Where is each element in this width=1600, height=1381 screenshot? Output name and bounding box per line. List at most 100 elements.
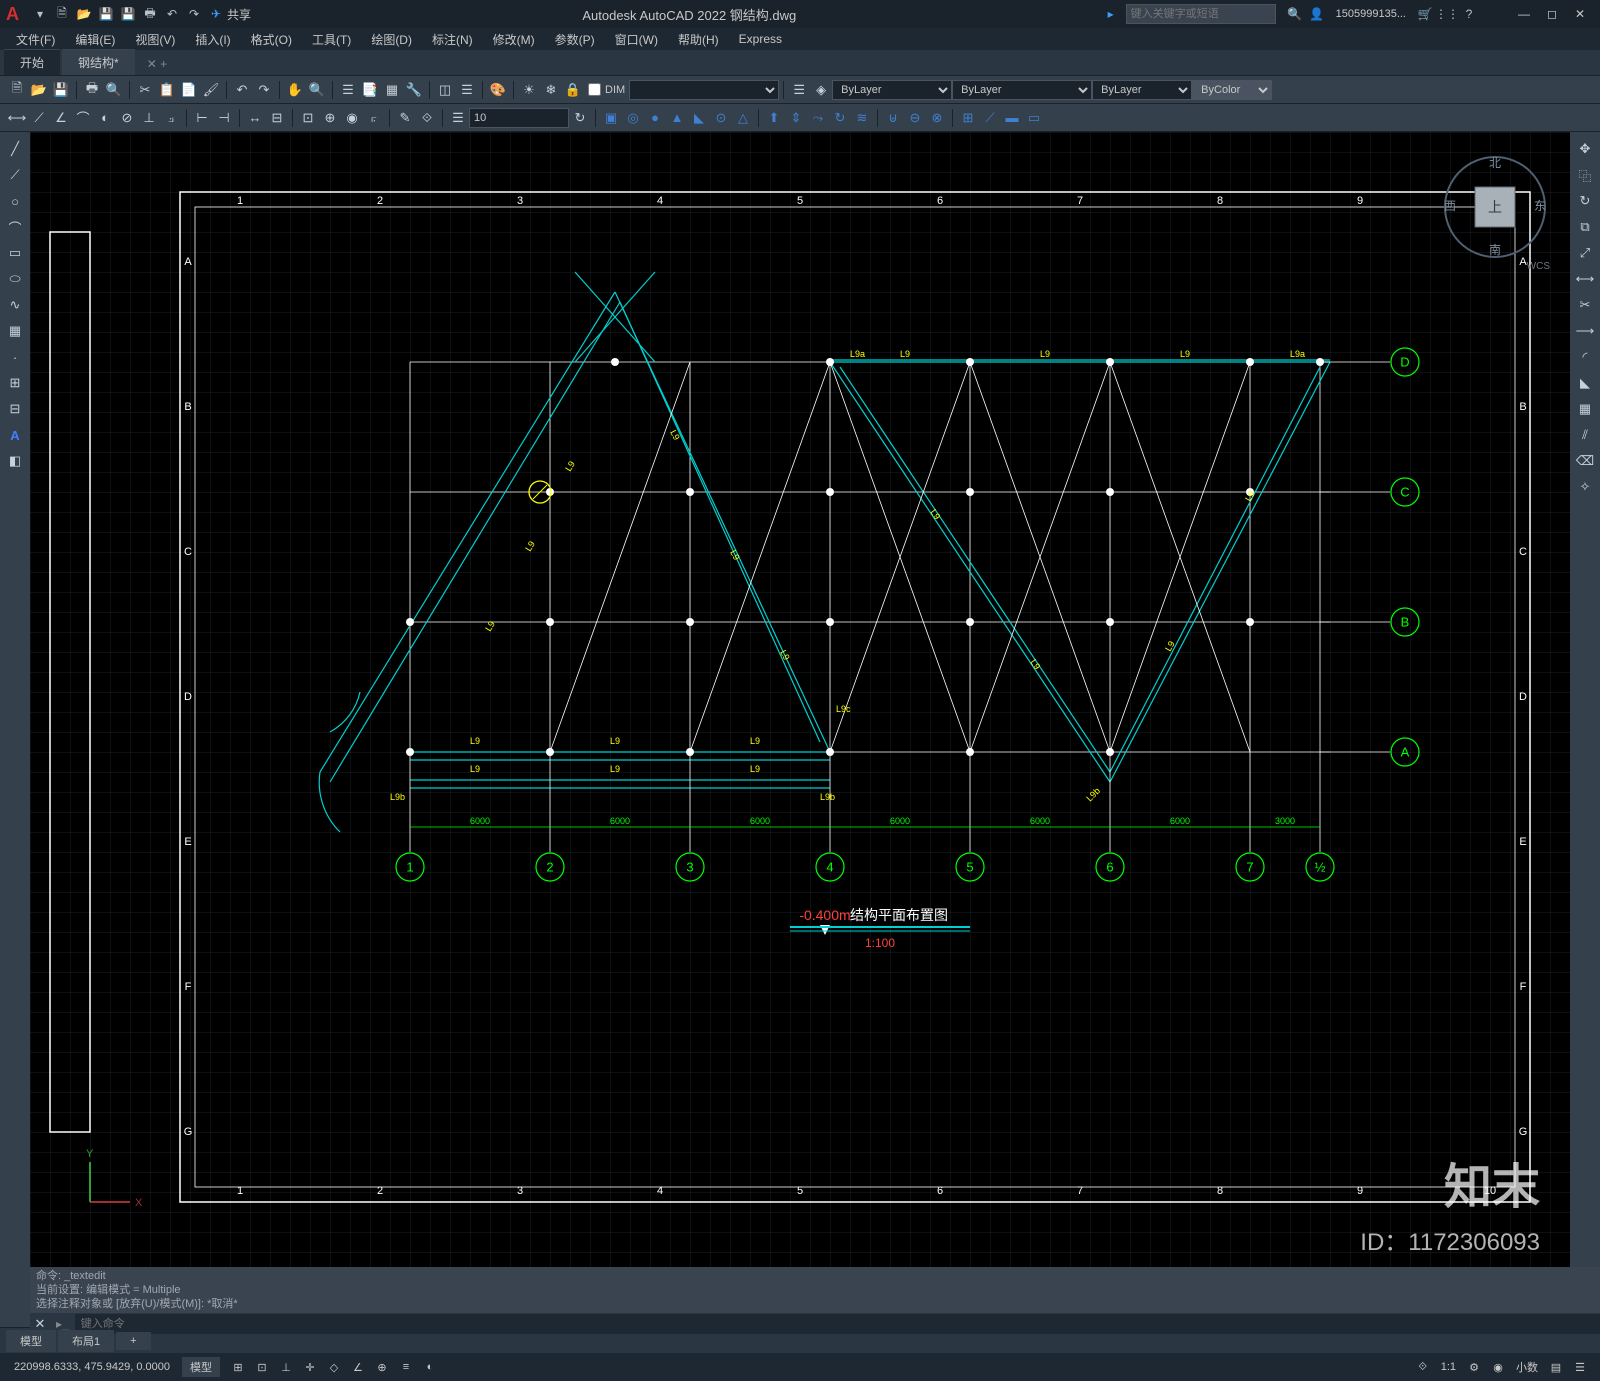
erase-icon[interactable]: ⌫ [1574, 450, 1596, 472]
menu-insert[interactable]: 插入(I) [185, 31, 240, 48]
array-icon[interactable]: ▦ [1574, 398, 1596, 420]
dim-break-icon[interactable]: ⊟ [267, 108, 287, 128]
menu-dimension[interactable]: 标注(N) [422, 31, 483, 48]
color-dropdown[interactable]: ByLayer [832, 80, 952, 100]
offset-icon[interactable]: ⫽ [1574, 424, 1596, 446]
layout-add[interactable]: + [116, 1332, 150, 1350]
layer-mgr-icon[interactable]: ☰ [789, 80, 809, 100]
revolve-icon[interactable]: ↻ [830, 108, 850, 128]
preview-icon[interactable]: 🔍 [104, 80, 124, 100]
scale-display[interactable]: 1:1 [1441, 1361, 1456, 1373]
open-doc-icon[interactable]: 📂 [29, 80, 49, 100]
hatch-icon[interactable]: ▦ [4, 320, 26, 342]
dimtedit-icon[interactable]: ⟐ [417, 108, 437, 128]
help-icon[interactable]: ? [1460, 5, 1478, 23]
dim-radius-icon[interactable]: ◐ [95, 108, 115, 128]
fillet-icon[interactable]: ◜ [1574, 346, 1596, 368]
spline-icon[interactable]: ∿ [4, 294, 26, 316]
arc-icon[interactable]: ⌒ [4, 216, 26, 238]
transparency-icon[interactable]: ◐ [420, 1357, 440, 1377]
viewcube[interactable]: 北 南 东 西 上 WCS [1440, 152, 1550, 262]
dim-diameter-icon[interactable]: ⊘ [117, 108, 137, 128]
share-icon[interactable]: ✈ [207, 5, 225, 23]
sheet-icon[interactable]: 📑 [360, 80, 380, 100]
account-name[interactable]: 1505999135... [1336, 8, 1406, 20]
dim-space-icon[interactable]: ↔ [245, 108, 265, 128]
units-display[interactable]: 小数 [1516, 1359, 1538, 1375]
explode-icon[interactable]: ✧ [1574, 476, 1596, 498]
imprint-icon[interactable]: ▭ [1024, 108, 1044, 128]
slice-icon[interactable]: ⟋ [980, 108, 1000, 128]
isolate-icon[interactable]: ◉ [1488, 1357, 1508, 1377]
stretch-icon[interactable]: ⟷ [1574, 268, 1596, 290]
dimedit-icon[interactable]: ✎ [395, 108, 415, 128]
point-icon[interactable]: · [4, 346, 26, 368]
3d-box-icon[interactable]: ▣ [601, 108, 621, 128]
modelspace-button[interactable]: 模型 [182, 1357, 220, 1377]
table-icon[interactable]: ⊟ [4, 398, 26, 420]
dim-scale-input[interactable] [469, 108, 569, 128]
snap-toggle-icon[interactable]: ⊡ [252, 1357, 272, 1377]
new-icon[interactable]: 🗎 [53, 5, 71, 23]
menu-format[interactable]: 格式(O) [241, 31, 302, 48]
customize-icon[interactable]: ☰ [1570, 1357, 1590, 1377]
dim-angular-icon[interactable]: ∠ [51, 108, 71, 128]
grid-toggle-icon[interactable]: ⊞ [228, 1357, 248, 1377]
lineweight-dropdown[interactable]: ByLayer [1092, 80, 1192, 100]
dim-aligned-icon[interactable]: ⟋ [29, 108, 49, 128]
style-update-icon[interactable]: ↻ [570, 108, 590, 128]
layer-iso-icon[interactable]: ◈ [811, 80, 831, 100]
app-switcher-icon[interactable]: ⋮⋮ [1438, 5, 1456, 23]
undo-icon[interactable]: ↶ [163, 5, 181, 23]
extrude-icon[interactable]: ⬆ [764, 108, 784, 128]
extend-icon[interactable]: ⟶ [1574, 320, 1596, 342]
zoom-icon[interactable]: 🔍 [307, 80, 327, 100]
polar-toggle-icon[interactable]: ✛ [300, 1357, 320, 1377]
copy-icon[interactable]: 📋 [157, 80, 177, 100]
dim-baseline-icon[interactable]: ⊢ [192, 108, 212, 128]
ellipse-icon[interactable]: ⬭ [4, 268, 26, 290]
tab-add[interactable]: ✕ + [137, 53, 177, 75]
dim-checkbox[interactable]: DIM [588, 83, 625, 96]
layer-icon[interactable]: ☰ [457, 80, 477, 100]
dyn-toggle-icon[interactable]: ⊕ [372, 1357, 392, 1377]
dim-jogged-icon[interactable]: ⟓ [161, 108, 181, 128]
block-insert-icon[interactable]: ⊞ [4, 372, 26, 394]
trim-icon[interactable]: ✂ [1574, 294, 1596, 316]
presspull-icon[interactable]: ⇕ [786, 108, 806, 128]
annotation-icon[interactable]: ⟐ [1413, 1357, 1433, 1377]
cart-icon[interactable]: 🛒 [1416, 5, 1434, 23]
dim-continue-icon[interactable]: ⊣ [214, 108, 234, 128]
app-logo[interactable]: A [6, 4, 19, 25]
maximize-button[interactable]: ◻ [1540, 4, 1564, 24]
save-icon[interactable]: 💾 [97, 5, 115, 23]
3d-pyramid-icon[interactable]: △ [733, 108, 753, 128]
pan-icon[interactable]: ✋ [285, 80, 305, 100]
region-icon[interactable]: ◧ [4, 450, 26, 472]
dimstyle-icon[interactable]: ☰ [448, 108, 468, 128]
line-icon[interactable]: ╱ [4, 138, 26, 160]
menu-draw[interactable]: 绘图(D) [361, 31, 422, 48]
menu-modify[interactable]: 修改(M) [483, 31, 545, 48]
close-button[interactable]: ✕ [1568, 4, 1592, 24]
union-icon[interactable]: ⊎ [883, 108, 903, 128]
section-icon[interactable]: ⊞ [958, 108, 978, 128]
scale-icon[interactable]: ⤢ [1574, 242, 1596, 264]
subtract-icon[interactable]: ⊖ [905, 108, 925, 128]
osnap-toggle-icon[interactable]: ◇ [324, 1357, 344, 1377]
layer-state-icon[interactable]: ☀ [519, 80, 539, 100]
tab-start[interactable]: 开始 [4, 49, 60, 75]
circle-icon[interactable]: ○ [4, 190, 26, 212]
menu-file[interactable]: 文件(F) [6, 31, 65, 48]
text-icon[interactable]: A [4, 424, 26, 446]
block-icon[interactable]: ◫ [435, 80, 455, 100]
sweep-icon[interactable]: ⤳ [808, 108, 828, 128]
account-icon[interactable]: 👤 [1308, 5, 1326, 23]
menu-tools[interactable]: 工具(T) [302, 31, 361, 48]
otrack-toggle-icon[interactable]: ∠ [348, 1357, 368, 1377]
props-icon[interactable]: ☰ [338, 80, 358, 100]
open-icon[interactable]: 📂 [75, 5, 93, 23]
gear-icon[interactable]: ⚙ [1464, 1357, 1484, 1377]
rotate-icon[interactable]: ↻ [1574, 190, 1596, 212]
menu-param[interactable]: 参数(P) [545, 31, 605, 48]
